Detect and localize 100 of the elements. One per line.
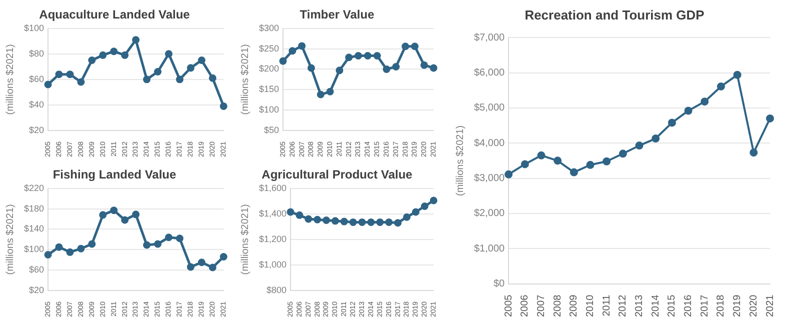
x-tick-label: 2006: [520, 294, 531, 318]
point: [164, 50, 172, 58]
point: [176, 76, 184, 84]
y-tick-label: $220: [24, 182, 44, 193]
point: [132, 210, 140, 218]
y-tick-label: $100: [258, 104, 280, 115]
y-tick-label: $1,200: [258, 234, 287, 244]
point: [99, 51, 107, 59]
y-tick-label: $6,000: [474, 68, 506, 79]
x-tick-label: 2019: [732, 294, 744, 318]
point: [298, 42, 306, 50]
point: [635, 142, 644, 150]
chart-title: Agricultural Product Value: [262, 168, 413, 182]
y-tick-label: $4,000: [474, 138, 506, 149]
point: [537, 151, 546, 160]
y-tick-label: $1,400: [258, 208, 287, 218]
point: [186, 64, 194, 72]
x-tick-label: 2020: [748, 294, 760, 318]
point: [154, 68, 162, 76]
point: [570, 168, 578, 176]
point: [88, 56, 96, 64]
point: [586, 160, 594, 169]
point: [420, 61, 428, 69]
point: [504, 170, 513, 178]
point: [288, 47, 296, 55]
y-tick-label: $20: [28, 284, 44, 295]
chart-title: Fishing Landed Value: [52, 168, 176, 182]
y-tick-label: $2,000: [474, 208, 506, 220]
x-tick-label: 2007: [536, 294, 548, 318]
y-tick-label: $40: [28, 99, 44, 110]
x-tick-label: 2021: [764, 294, 776, 318]
point: [602, 157, 611, 166]
point: [110, 48, 118, 56]
point: [652, 134, 660, 143]
point: [733, 70, 742, 79]
y-axis-title: (millions $2021): [4, 204, 16, 275]
y-tick-label: $300: [258, 22, 280, 33]
y-tick-label: $1,600: [258, 182, 287, 193]
point: [77, 244, 85, 252]
chart-title: Timber Value: [300, 8, 375, 22]
y-tick-label: $250: [258, 43, 280, 54]
point: [358, 218, 366, 226]
point: [279, 57, 287, 65]
y-tick-label: $60: [28, 74, 44, 84]
point: [143, 241, 151, 249]
chart-title: Aquaculture Landed Value: [39, 8, 190, 22]
point: [176, 234, 184, 242]
point: [373, 52, 381, 60]
y-tick-label: $5,000: [474, 102, 506, 114]
y-tick-label: $1,000: [258, 259, 287, 270]
point: [55, 243, 63, 251]
point: [220, 253, 228, 261]
x-tick-label: 2008: [552, 294, 564, 318]
x-tick-label: 2014: [650, 294, 662, 318]
point: [354, 52, 362, 60]
point: [286, 208, 294, 216]
point: [420, 202, 428, 210]
point: [684, 106, 692, 115]
point: [121, 51, 129, 59]
point: [314, 216, 322, 224]
x-tick-label: 2016: [683, 294, 694, 318]
point: [766, 114, 774, 122]
y-tick-label: $100: [24, 244, 44, 254]
point: [304, 215, 312, 223]
x-tick-label: 2005: [503, 294, 514, 318]
point: [554, 156, 562, 165]
x-tick-label: 2011: [601, 294, 612, 316]
point: [198, 258, 206, 266]
y-tick-label: $3,000: [474, 173, 506, 184]
point: [208, 74, 216, 82]
point: [430, 196, 438, 204]
point: [198, 56, 206, 64]
point: [121, 216, 129, 224]
x-tick-label: 2012: [618, 294, 629, 318]
point: [340, 218, 348, 226]
y-tick-label: $0: [493, 278, 506, 290]
y-tick-label: $140: [24, 224, 44, 234]
point: [520, 160, 529, 168]
point: [392, 63, 400, 71]
point: [296, 211, 304, 219]
point: [402, 42, 410, 50]
point: [411, 42, 419, 50]
x-tick-label: 2017: [699, 294, 710, 318]
point: [110, 206, 118, 214]
x-tick-label: 2009: [568, 294, 580, 318]
point: [66, 70, 74, 78]
y-tick-label: $800: [266, 284, 287, 295]
x-tick-label: 2015: [666, 294, 678, 318]
x-tick-label: 2013: [634, 294, 646, 318]
x-tick-label: 2018: [716, 294, 727, 318]
point: [345, 54, 353, 62]
point: [143, 76, 151, 84]
y-tick-label: $100: [24, 22, 44, 33]
point: [208, 264, 216, 272]
y-tick-label: $180: [24, 203, 44, 214]
point: [336, 66, 344, 74]
chart-title: Recreation and Tourism GDP: [524, 7, 705, 22]
point: [412, 208, 420, 216]
point: [385, 218, 393, 226]
point: [750, 148, 758, 157]
